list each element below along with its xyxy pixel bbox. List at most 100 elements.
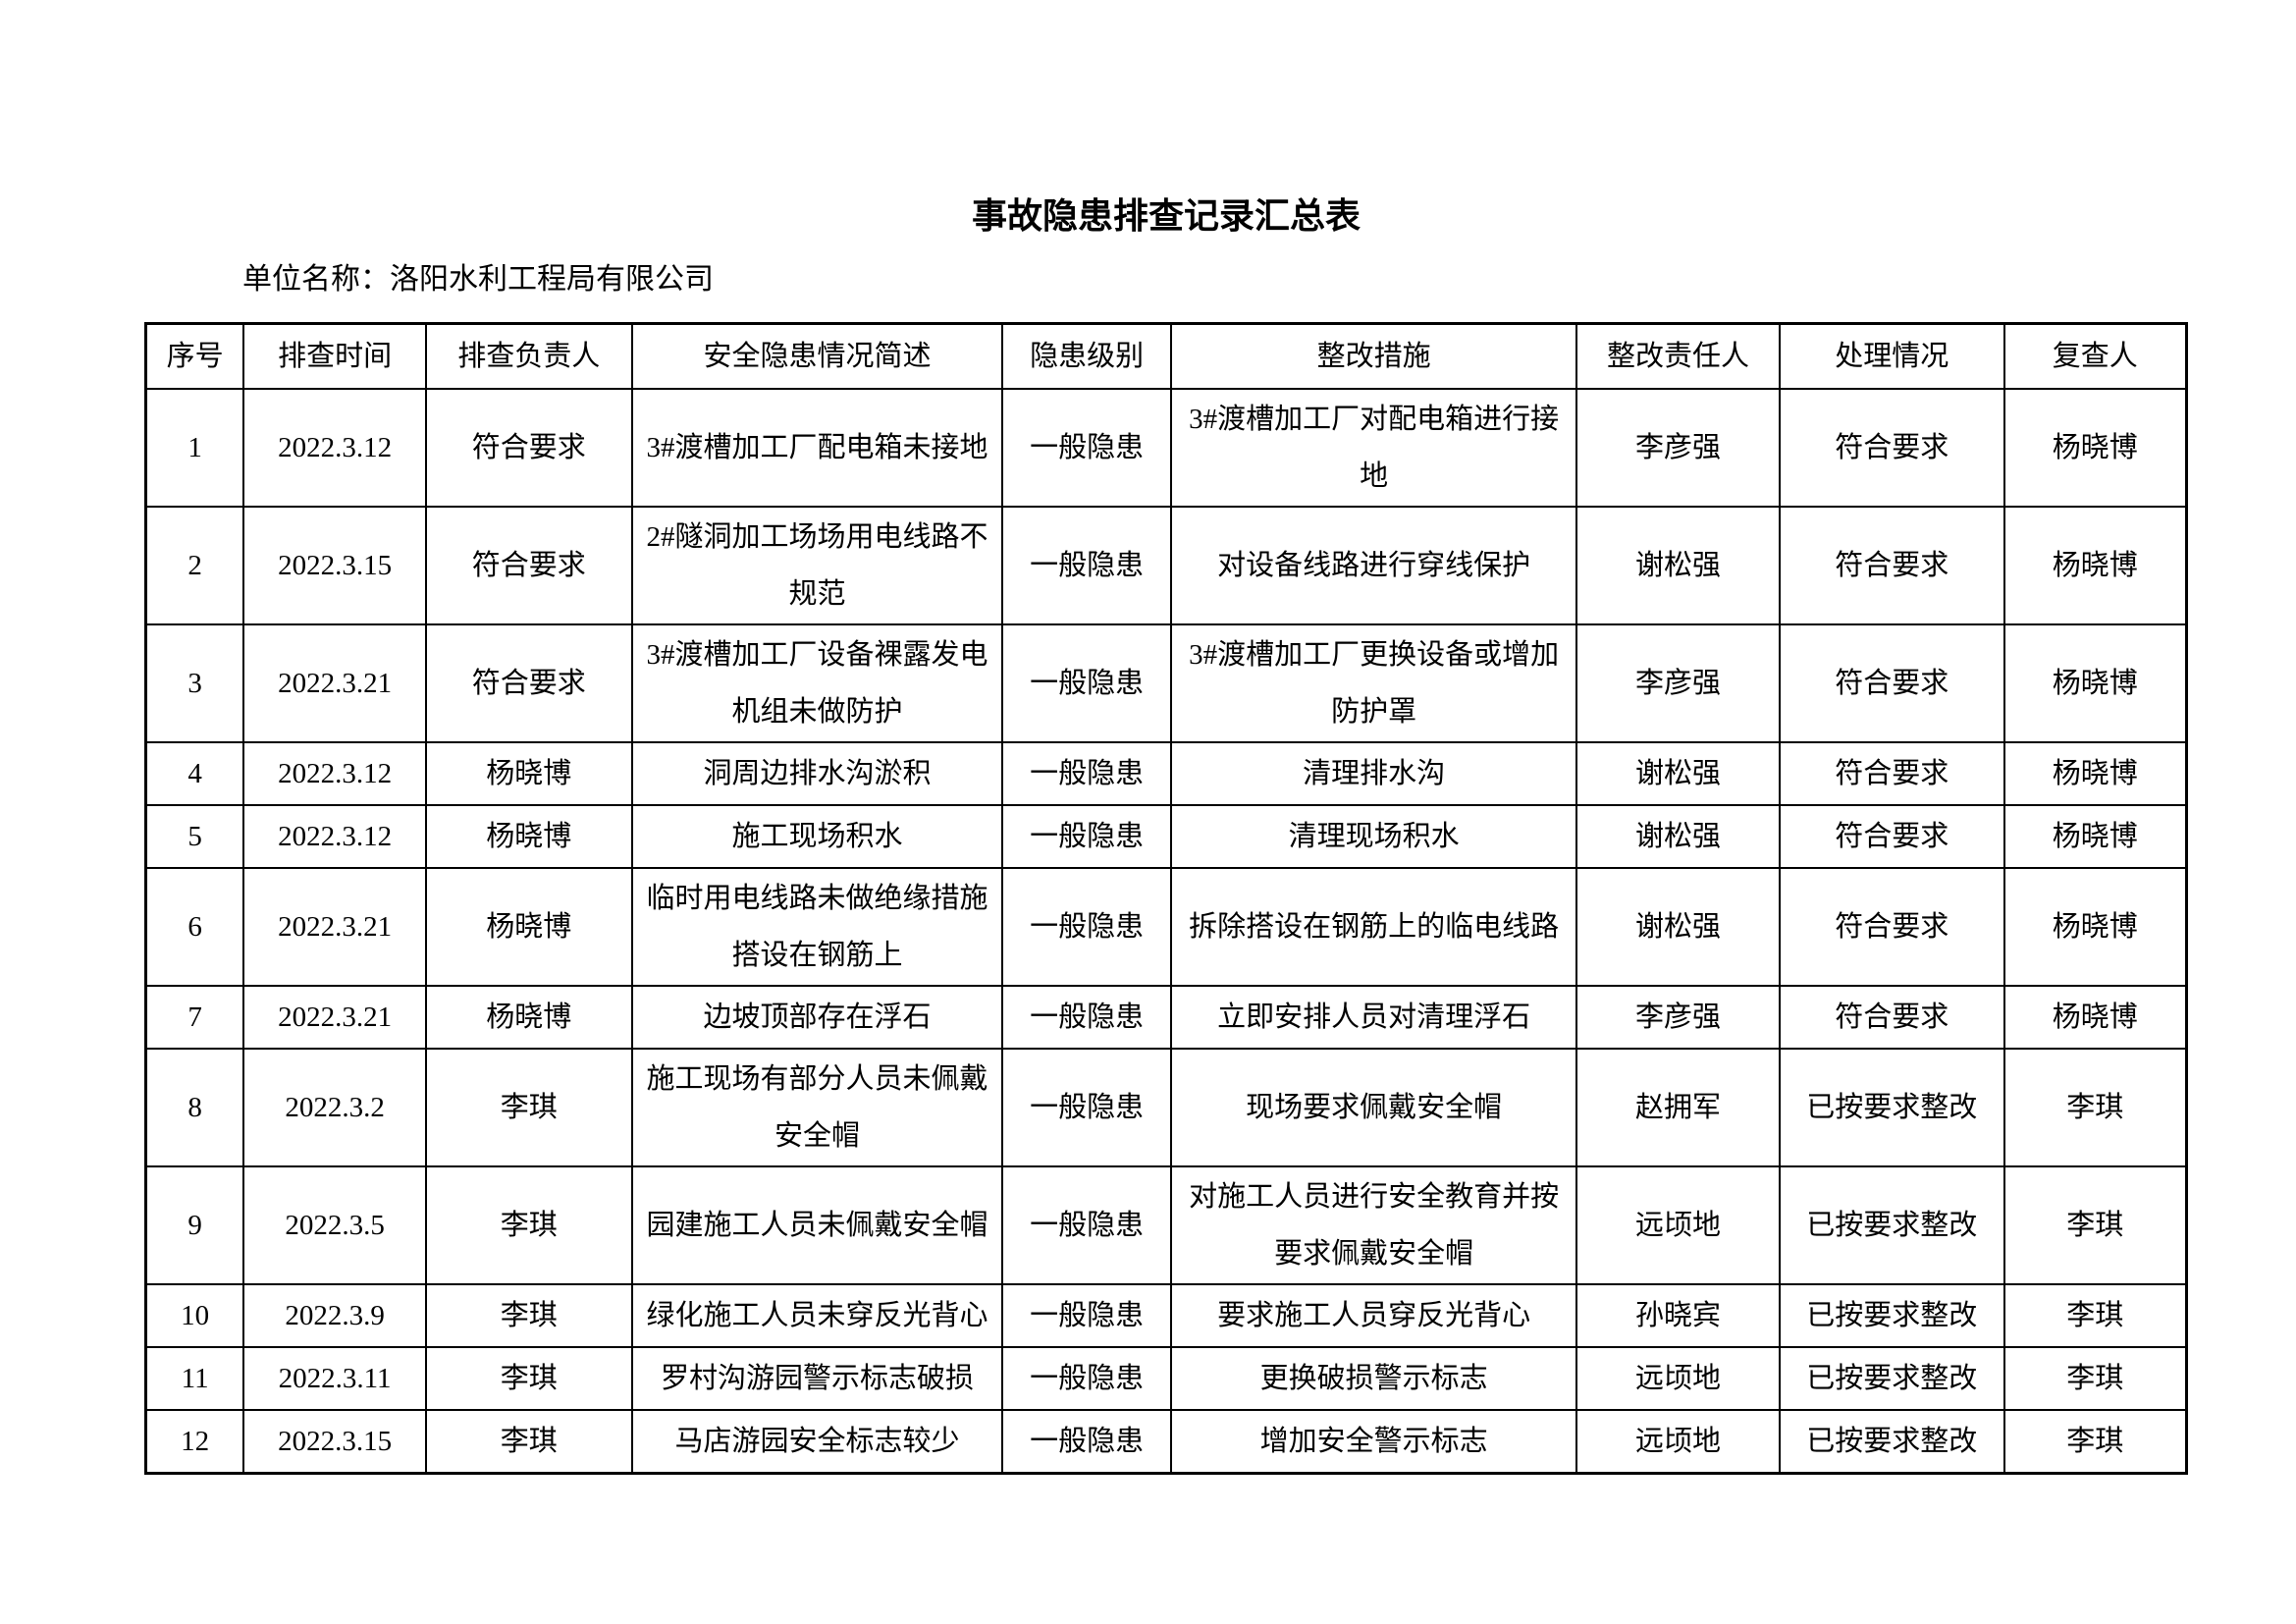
cell-r6-c6: 谢松强 xyxy=(1575,867,1781,988)
cell-r8-c5: 现场要求佩戴安全帽 xyxy=(1169,1048,1578,1168)
cell-r5-c5: 清理现场积水 xyxy=(1169,804,1578,870)
cell-r12-c7: 已按要求整改 xyxy=(1778,1409,2005,1475)
cell-r11-c5: 更换破损警示标志 xyxy=(1169,1346,1578,1412)
cell-r3-c8: 杨晓博 xyxy=(2002,623,2188,744)
cell-r4-c8: 杨晓博 xyxy=(2002,741,2188,807)
cell-r10-c3: 绿化施工人员未穿反光背心 xyxy=(630,1283,1004,1349)
table-row: 2 2022.3.15 符合要求 2#隧洞加工场场用电线路不规范 一般隐患 对设备线路进行… xyxy=(144,506,2188,626)
cell-r5-c8: 杨晓博 xyxy=(2002,804,2188,870)
cell-r3-c5: 3#渡槽加工厂更换设备或增加防护罩 xyxy=(1169,623,1578,744)
cell-r10-c1: 2022.3.9 xyxy=(242,1283,427,1349)
cell-r7-c5: 立即安排人员对清理浮石 xyxy=(1169,985,1578,1051)
cell-r1-c0: 1 xyxy=(144,388,245,509)
cell-r4-c6: 谢松强 xyxy=(1575,741,1781,807)
cell-r11-c3: 罗村沟游园警示标志破损 xyxy=(630,1346,1004,1412)
cell-r12-c8: 李琪 xyxy=(2002,1409,2188,1475)
cell-r9-c3: 园建施工人员未佩戴安全帽 xyxy=(630,1165,1004,1286)
column-header-0: 序号 xyxy=(144,322,245,391)
cell-r4-c1: 2022.3.12 xyxy=(242,741,427,807)
cell-r11-c8: 李琪 xyxy=(2002,1346,2188,1412)
table-row: 10 2022.3.9 李琪 绿化施工人员未穿反光背心 一般隐患 要求施工人员穿反光背心孙… xyxy=(144,1283,2188,1349)
table-body: 1 2022.3.12 符合要求 3#渡槽加工厂配电箱未接地 一般隐患 3#渡槽加工厂对配… xyxy=(144,388,2188,1475)
cell-r4-c2: 杨晓博 xyxy=(424,741,633,807)
table-row: 3 2022.3.21 符合要求 3#渡槽加工厂设备裸露发电机组未做防护 一般隐患 3#渡… xyxy=(144,623,2188,744)
cell-r2-c3: 2#隧洞加工场场用电线路不规范 xyxy=(630,506,1004,626)
column-header-7: 处理情况 xyxy=(1778,322,2005,391)
table-row: 1 2022.3.12 符合要求 3#渡槽加工厂配电箱未接地 一般隐患 3#渡槽加工厂对配… xyxy=(144,388,2188,509)
cell-r5-c3: 施工现场积水 xyxy=(630,804,1004,870)
cell-r2-c6: 谢松强 xyxy=(1575,506,1781,626)
cell-r3-c0: 3 xyxy=(144,623,245,744)
cell-r9-c7: 已按要求整改 xyxy=(1778,1165,2005,1286)
cell-r11-c7: 已按要求整改 xyxy=(1778,1346,2005,1412)
cell-r11-c2: 李琪 xyxy=(424,1346,633,1412)
cell-r7-c8: 杨晓博 xyxy=(2002,985,2188,1051)
cell-r3-c4: 一般隐患 xyxy=(1001,623,1172,744)
cell-r4-c4: 一般隐患 xyxy=(1001,741,1172,807)
document-content: 事故隐患排查记录汇总表 单位名称：洛阳水利工程局有限公司 序号 排查时间 排查负责人… xyxy=(144,0,2188,1476)
cell-r12-c1: 2022.3.15 xyxy=(242,1409,427,1475)
cell-r8-c4: 一般隐患 xyxy=(1001,1048,1172,1168)
column-header-5: 整改措施 xyxy=(1169,322,1578,391)
cell-r10-c8: 李琪 xyxy=(2002,1283,2188,1349)
cell-r2-c2: 符合要求 xyxy=(424,506,633,626)
cell-r4-c7: 符合要求 xyxy=(1778,741,2005,807)
table-row: 11 2022.3.11 李琪 罗村沟游园警示标志破损 一般隐患 更换破损警示标志 远顷地已… xyxy=(144,1346,2188,1412)
cell-r7-c0: 7 xyxy=(144,985,245,1051)
cell-r6-c0: 6 xyxy=(144,867,245,988)
cell-r10-c7: 已按要求整改 xyxy=(1778,1283,2005,1349)
table-row: 4 2022.3.12 杨晓博 洞周边排水沟淤积 一般隐患 清理排水沟 谢松强 符合要求 杨晓博 xyxy=(144,741,2188,807)
column-header-1: 排查时间 xyxy=(242,322,427,391)
cell-r12-c3: 马店游园安全标志较少 xyxy=(630,1409,1004,1475)
cell-r12-c5: 增加安全警示标志 xyxy=(1169,1409,1578,1475)
table-row: 5 2022.3.12 杨晓博 施工现场积水 一般隐患 清理现场积水 谢松强 符合要求 杨晓博 xyxy=(144,804,2188,870)
cell-r7-c1: 2022.3.21 xyxy=(242,985,427,1051)
cell-r9-c0: 9 xyxy=(144,1165,245,1286)
cell-r3-c3: 3#渡槽加工厂设备裸露发电机组未做防护 xyxy=(630,623,1004,744)
table-row: 12 2022.3.15 李琪 马店游园安全标志较少 一般隐患 增加安全警示标志 远顷地 已按… xyxy=(144,1409,2188,1475)
cell-r11-c0: 11 xyxy=(144,1346,245,1412)
cell-r5-c1: 2022.3.12 xyxy=(242,804,427,870)
cell-r5-c6: 谢松强 xyxy=(1575,804,1781,870)
cell-r6-c2: 杨晓博 xyxy=(424,867,633,988)
cell-r8-c3: 施工现场有部分人员未佩戴安全帽 xyxy=(630,1048,1004,1168)
cell-r4-c0: 4 xyxy=(144,741,245,807)
cell-r5-c2: 杨晓博 xyxy=(424,804,633,870)
cell-r1-c6: 李彦强 xyxy=(1575,388,1781,509)
cell-r1-c5: 3#渡槽加工厂对配电箱进行接地 xyxy=(1169,388,1578,509)
cell-r9-c1: 2022.3.5 xyxy=(242,1165,427,1286)
cell-r1-c3: 3#渡槽加工厂配电箱未接地 xyxy=(630,388,1004,509)
cell-r1-c7: 符合要求 xyxy=(1778,388,2005,509)
cell-r2-c1: 2022.3.15 xyxy=(242,506,427,626)
cell-r2-c4: 一般隐患 xyxy=(1001,506,1172,626)
cell-r6-c8: 杨晓博 xyxy=(2002,867,2188,988)
column-header-6: 整改责任人 xyxy=(1575,322,1781,391)
cell-r12-c6: 远顷地 xyxy=(1575,1409,1781,1475)
cell-r9-c4: 一般隐患 xyxy=(1001,1165,1172,1286)
cell-r10-c0: 10 xyxy=(144,1283,245,1349)
cell-r2-c8: 杨晓博 xyxy=(2002,506,2188,626)
cell-r8-c6: 赵拥军 xyxy=(1575,1048,1781,1168)
cell-r1-c8: 杨晓博 xyxy=(2002,388,2188,509)
header-row: 序号 排查时间 排查负责人 安全隐患情况简述 隐患级别 整改措施 整改责任人 处理情况 复查人 xyxy=(144,322,2188,391)
cell-r8-c0: 8 xyxy=(144,1048,245,1168)
cell-r2-c5: 对设备线路进行穿线保护 xyxy=(1169,506,1578,626)
cell-r7-c2: 杨晓博 xyxy=(424,985,633,1051)
cell-r8-c2: 李琪 xyxy=(424,1048,633,1168)
hazard-record-table: 序号 排查时间 排查负责人 安全隐患情况简述 隐患级别 整改措施 整改责任人 处理情况 复查人 … xyxy=(144,322,2188,1476)
cell-r9-c5: 对施工人员进行安全教育并按要求佩戴安全帽 xyxy=(1169,1165,1578,1286)
cell-r6-c5: 拆除搭设在钢筋上的临电线路 xyxy=(1169,867,1578,988)
cell-r12-c2: 李琪 xyxy=(424,1409,633,1475)
cell-r12-c4: 一般隐患 xyxy=(1001,1409,1172,1475)
cell-r9-c8: 李琪 xyxy=(2002,1165,2188,1286)
cell-r4-c3: 洞周边排水沟淤积 xyxy=(630,741,1004,807)
table-header: 序号 排查时间 排查负责人 安全隐患情况简述 隐患级别 整改措施 整改责任人 处理情况 复查人 xyxy=(144,322,2188,391)
column-header-4: 隐患级别 xyxy=(1001,322,1172,391)
cell-r3-c7: 符合要求 xyxy=(1778,623,2005,744)
unit-name-label: 单位名称：洛阳水利工程局有限公司 xyxy=(242,263,714,297)
cell-r7-c6: 李彦强 xyxy=(1575,985,1781,1051)
cell-r5-c4: 一般隐患 xyxy=(1001,804,1172,870)
cell-r6-c7: 符合要求 xyxy=(1778,867,2005,988)
cell-r1-c4: 一般隐患 xyxy=(1001,388,1172,509)
